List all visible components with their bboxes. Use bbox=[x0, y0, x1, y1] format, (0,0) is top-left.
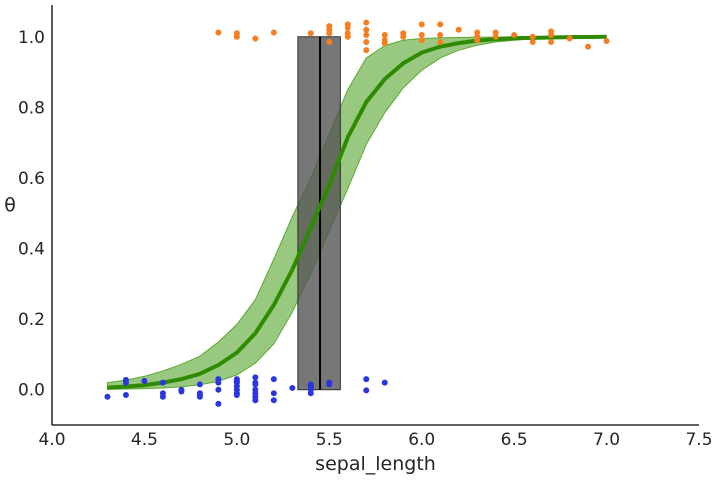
point-class-0 bbox=[326, 381, 333, 388]
y-tick-label: 0.8 bbox=[18, 98, 45, 118]
axes bbox=[51, 5, 699, 426]
point-class-0 bbox=[270, 376, 277, 383]
point-class-1 bbox=[437, 21, 444, 28]
x-tick-label: 7.5 bbox=[685, 430, 712, 450]
point-class-1 bbox=[252, 35, 259, 42]
x-tick-label: 4.5 bbox=[131, 430, 158, 450]
y-tick-label: 1.0 bbox=[18, 28, 45, 48]
point-class-1 bbox=[233, 33, 240, 40]
point-class-0 bbox=[104, 393, 111, 400]
point-class-0 bbox=[122, 376, 129, 383]
point-class-1 bbox=[418, 37, 425, 44]
point-class-1 bbox=[437, 39, 444, 46]
point-class-1 bbox=[603, 38, 610, 44]
point-class-0 bbox=[233, 377, 240, 384]
point-class-0 bbox=[122, 392, 129, 398]
y-tick-label: 0.0 bbox=[18, 381, 45, 401]
point-class-0 bbox=[141, 377, 148, 384]
y-tick-label: 0.2 bbox=[18, 310, 45, 330]
point-class-1 bbox=[363, 26, 370, 33]
point-class-1 bbox=[529, 39, 536, 46]
point-class-0 bbox=[233, 392, 240, 398]
point-class-0 bbox=[215, 386, 222, 393]
y-axis-label: θ bbox=[4, 194, 16, 216]
point-class-1 bbox=[437, 32, 444, 38]
point-class-1 bbox=[418, 32, 425, 38]
point-class-0 bbox=[307, 390, 314, 397]
mean-curve-line bbox=[107, 34, 607, 390]
point-class-1 bbox=[529, 33, 536, 40]
hdi-band-area bbox=[106, 36, 608, 390]
point-class-0 bbox=[363, 387, 370, 394]
point-class-1 bbox=[418, 21, 425, 28]
point-class-1 bbox=[566, 35, 573, 42]
x-tick-label: 4.0 bbox=[38, 430, 65, 450]
x-tick-label: 5.5 bbox=[316, 430, 343, 450]
point-class-1 bbox=[270, 29, 277, 36]
data-points bbox=[104, 19, 610, 407]
point-class-1 bbox=[548, 39, 555, 46]
x-tick-label: 6.0 bbox=[408, 430, 435, 450]
point-class-0 bbox=[289, 384, 296, 391]
hdi-band bbox=[106, 36, 608, 390]
point-class-1 bbox=[344, 24, 351, 31]
point-class-1 bbox=[474, 29, 481, 36]
point-class-0 bbox=[215, 379, 222, 386]
point-class-1 bbox=[585, 43, 592, 50]
point-class-1 bbox=[381, 40, 388, 47]
point-class-1 bbox=[326, 39, 333, 46]
point-class-1 bbox=[326, 30, 333, 37]
y-tick-label: 0.6 bbox=[18, 169, 45, 189]
decision-boundary-box bbox=[297, 36, 341, 391]
point-class-1 bbox=[548, 28, 555, 35]
point-class-0 bbox=[196, 381, 203, 388]
point-class-0 bbox=[363, 376, 370, 383]
y-ticks: 0.0 0.2 0.4 0.6 0.8 1.0 bbox=[18, 28, 45, 401]
point-class-1 bbox=[400, 33, 407, 40]
x-tick-label: 7.0 bbox=[593, 430, 620, 450]
point-class-0 bbox=[270, 390, 277, 397]
mean-curve bbox=[107, 34, 607, 390]
point-class-1 bbox=[344, 33, 351, 40]
point-class-1 bbox=[492, 33, 499, 40]
point-class-0 bbox=[252, 381, 259, 388]
point-class-0 bbox=[159, 379, 166, 386]
x-tick-label: 6.5 bbox=[501, 430, 528, 450]
point-class-0 bbox=[215, 400, 222, 407]
point-class-1 bbox=[363, 39, 370, 46]
point-class-0 bbox=[252, 374, 259, 381]
point-class-1 bbox=[381, 32, 388, 38]
point-class-0 bbox=[196, 393, 203, 400]
point-class-1 bbox=[511, 32, 518, 38]
point-class-0 bbox=[252, 397, 259, 404]
point-class-0 bbox=[159, 393, 166, 400]
point-class-1 bbox=[215, 29, 222, 36]
point-class-1 bbox=[455, 26, 462, 33]
point-class-1 bbox=[363, 47, 370, 54]
point-class-1 bbox=[307, 30, 314, 37]
point-class-1 bbox=[492, 29, 499, 36]
point-class-1 bbox=[363, 19, 370, 26]
x-axis-label: sepal_length bbox=[315, 453, 436, 475]
x-tick-label: 5.0 bbox=[223, 430, 250, 450]
x-ticks: 4.0 4.5 5.0 5.5 6.0 6.5 7.0 7.5 bbox=[38, 430, 712, 450]
point-class-1 bbox=[363, 32, 370, 38]
point-class-1 bbox=[474, 37, 481, 44]
point-class-0 bbox=[178, 386, 185, 393]
point-class-0 bbox=[381, 379, 388, 386]
point-class-0 bbox=[270, 397, 277, 404]
y-tick-label: 0.4 bbox=[18, 240, 45, 260]
